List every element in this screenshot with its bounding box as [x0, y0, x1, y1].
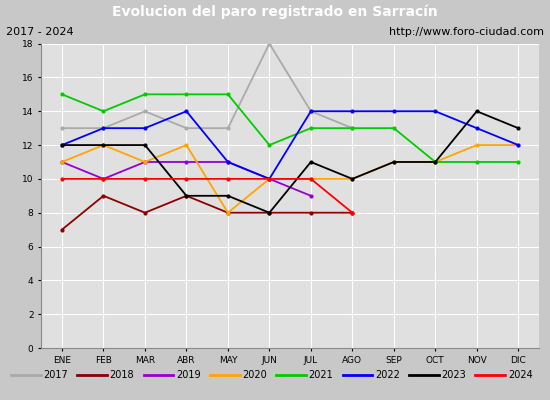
Text: 2017 - 2024: 2017 - 2024	[6, 27, 73, 37]
Text: 2018: 2018	[109, 370, 134, 380]
Text: 2020: 2020	[243, 370, 267, 380]
Text: http://www.foro-ciudad.com: http://www.foro-ciudad.com	[389, 27, 544, 37]
Text: Evolucion del paro registrado en Sarracín: Evolucion del paro registrado en Sarrací…	[112, 4, 438, 19]
Text: 2021: 2021	[309, 370, 333, 380]
Text: 2017: 2017	[43, 370, 68, 380]
Text: 2024: 2024	[508, 370, 532, 380]
Text: 2023: 2023	[442, 370, 466, 380]
Text: 2022: 2022	[375, 370, 400, 380]
Text: 2019: 2019	[176, 370, 201, 380]
